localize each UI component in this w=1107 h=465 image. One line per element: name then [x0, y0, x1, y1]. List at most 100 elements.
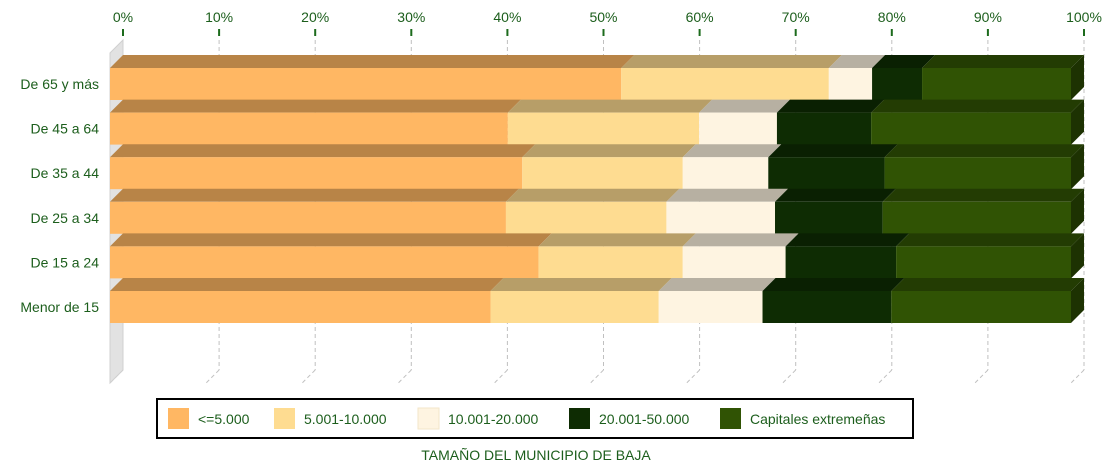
bar-segment — [891, 291, 1071, 323]
bar-segment — [882, 201, 1071, 234]
category-label: De 25 a 34 — [31, 210, 100, 226]
bar-segment-top — [110, 278, 504, 291]
bar-segment-top — [110, 99, 521, 113]
bars — [110, 55, 1084, 323]
category-label: De 15 a 24 — [31, 254, 100, 270]
bar-segment-top — [666, 188, 789, 202]
bar-segment-top — [110, 55, 635, 68]
bar-segment — [538, 246, 683, 279]
bar-segment-top — [522, 144, 696, 158]
bar-segment-top — [882, 188, 1084, 202]
bar-segment — [775, 201, 883, 234]
bar-side — [1071, 99, 1084, 145]
bar-segment-top — [507, 99, 713, 113]
bar-segment-top — [768, 144, 898, 158]
legend-swatch — [274, 408, 295, 429]
bar-segment — [507, 112, 700, 145]
x-tick-mark — [794, 29, 797, 36]
x-tick-label: 60% — [686, 9, 714, 25]
bar-segment — [828, 68, 873, 100]
legend-label: Capitales extremeñas — [750, 411, 885, 427]
x-tick-mark — [122, 29, 124, 36]
bar-segment — [682, 246, 786, 279]
legend: <=5.000 5.001-10.000 10.001-20.000 20.001-5… — [156, 398, 914, 439]
x-tick-label: 40% — [493, 9, 521, 25]
gridline-floor — [205, 369, 220, 384]
bar-segment — [490, 291, 659, 323]
bar-segment-top — [110, 188, 519, 202]
gridline-floor — [301, 369, 316, 384]
x-tick-mark — [506, 29, 509, 36]
bar-segment-top — [884, 144, 1084, 158]
legend-label: <=5.000 — [198, 411, 250, 427]
bar-segment — [776, 112, 872, 145]
category-label: De 35 a 44 — [31, 165, 100, 181]
bar-segment-top — [785, 233, 910, 247]
x-tick-mark — [1083, 29, 1085, 36]
bar-segment-top — [682, 233, 799, 247]
category-label: De 65 y más — [20, 76, 99, 92]
bar-segment-top — [922, 55, 1084, 68]
bar-segment — [621, 68, 829, 100]
bar-segment — [699, 112, 777, 145]
x-tick-mark — [986, 29, 989, 36]
bar-side — [1071, 55, 1084, 100]
bar-segment-top — [490, 278, 672, 291]
bar-segment — [505, 201, 667, 234]
gridline-floor — [782, 369, 797, 384]
bar-segment — [522, 157, 683, 190]
bar-segment-top — [110, 233, 552, 247]
x-tick-label: 70% — [782, 9, 810, 25]
bar-side — [1071, 278, 1084, 323]
gridline-floor — [686, 369, 700, 384]
category-label: Menor de 15 — [20, 299, 99, 315]
bar-segment-top — [658, 278, 776, 291]
x-tick-mark — [314, 29, 317, 36]
bar-segment — [110, 291, 491, 323]
x-tick-label: 0% — [113, 9, 133, 25]
bar-segment-top — [505, 188, 680, 202]
bar-segment-top — [871, 99, 1084, 113]
bar-side — [1071, 233, 1084, 279]
x-tick-label: 80% — [878, 9, 906, 25]
category-label: De 45 a 64 — [31, 121, 100, 137]
bar-segment — [768, 157, 885, 190]
bar-segment-top — [538, 233, 696, 247]
bar-segment — [871, 112, 1071, 145]
gridline-floor — [590, 369, 604, 384]
gridline-floor — [974, 369, 989, 384]
x-tick-mark — [698, 29, 701, 36]
legend-swatch — [168, 408, 189, 429]
bar-segment — [872, 68, 923, 100]
bar-segment — [110, 157, 523, 190]
bar-segment — [110, 112, 508, 145]
x-tick-label: 100% — [1066, 9, 1102, 25]
gridline-floor — [878, 369, 893, 384]
x-tick-mark — [410, 29, 413, 36]
x-tick-label: 30% — [397, 9, 425, 25]
bar-segment-top — [891, 278, 1084, 291]
bar-segment — [762, 291, 892, 323]
bar-segment — [896, 246, 1071, 279]
bar-segment-top — [621, 55, 842, 68]
x-tick-mark — [218, 29, 221, 36]
x-axis-ticks: 0% 10% 20% 30% 40% 50% 60% 70% 80% 90% 100% — [113, 9, 1102, 36]
bar-segment-top — [776, 99, 885, 113]
x-axis-label: TAMAÑO DEL MUNICIPIO DE BAJA — [421, 447, 651, 463]
legend-swatch — [417, 407, 440, 430]
bar-segment-top — [896, 233, 1084, 247]
legend-swatch — [569, 408, 590, 429]
legend-label: 10.001-20.000 — [448, 411, 539, 427]
bar-segment-top — [775, 188, 896, 202]
x-tick-label: 90% — [974, 9, 1002, 25]
bar-segment-top — [828, 55, 886, 68]
bar-segment — [884, 157, 1071, 190]
legend-label: 20.001-50.000 — [599, 411, 690, 427]
category-labels: De 65 y más De 45 a 64 De 35 a 44 De 25 a 3… — [20, 76, 99, 315]
x-tick-label: 20% — [301, 9, 329, 25]
x-tick-label: 10% — [205, 9, 233, 25]
bar-segment-top — [110, 144, 536, 158]
bar-segment — [922, 68, 1071, 100]
bar-side — [1071, 188, 1084, 234]
